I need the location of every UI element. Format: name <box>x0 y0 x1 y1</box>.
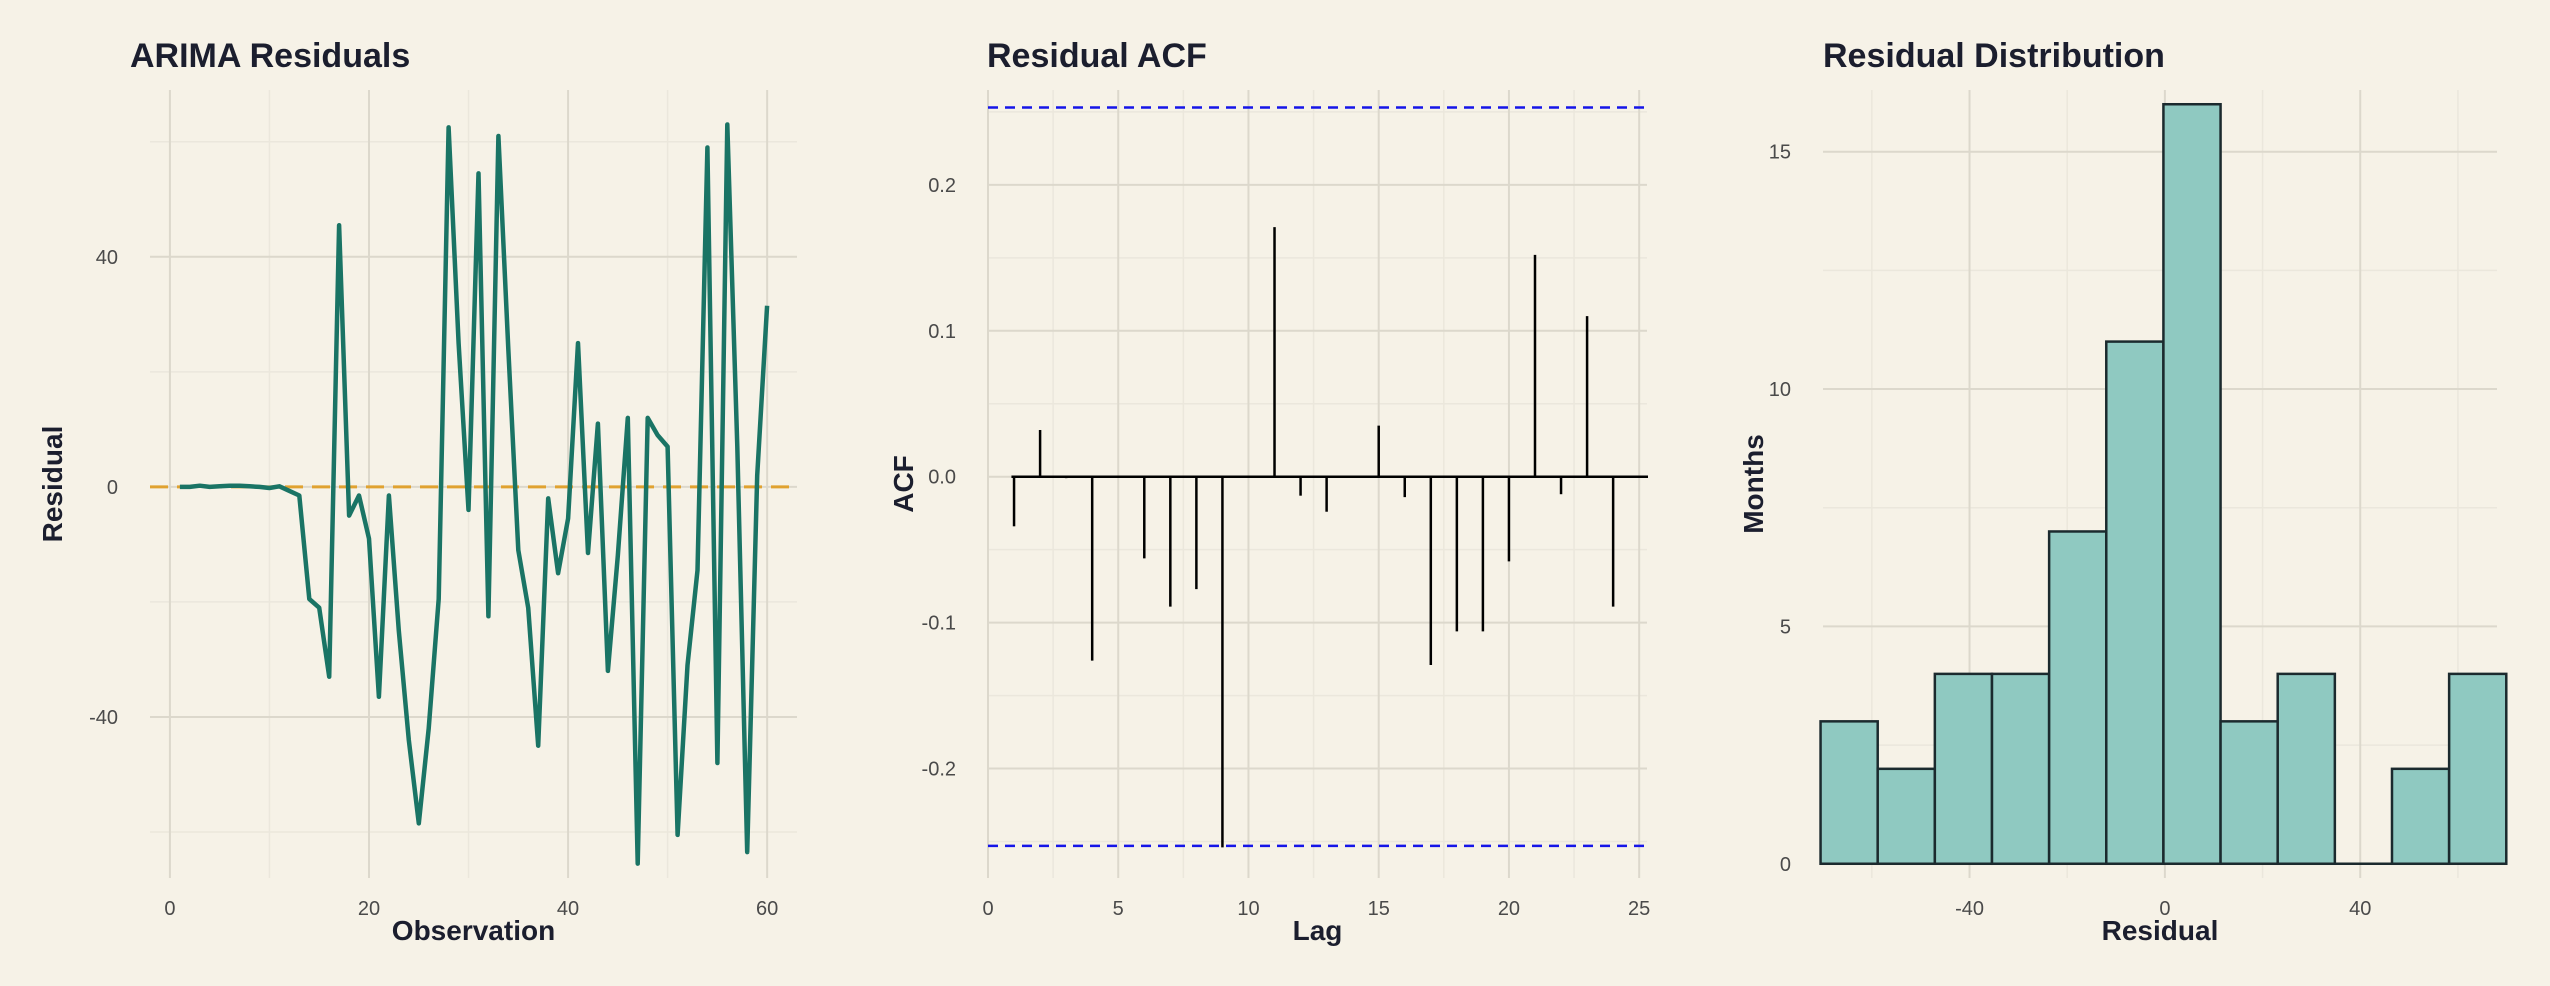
y-tick-label: 0 <box>1780 854 1791 876</box>
histogram-bar <box>2276 672 2337 866</box>
x-tick-label: 60 <box>756 898 778 920</box>
x-axis-label: Residual <box>2102 915 2219 946</box>
x-tick-label: 0 <box>2159 898 2170 920</box>
panel-3: -40 0 40 0 5 10 15 Residual Distribution Residua… <box>1738 37 2508 946</box>
x-tick-label: -40 <box>1955 898 1984 920</box>
x-tick-label: 15 <box>1368 898 1390 920</box>
x-tick-label: 10 <box>1237 898 1259 920</box>
y-tick-label: 40 <box>96 247 118 269</box>
x-tick-label: 25 <box>1628 898 1650 920</box>
y-tick-label: -40 <box>89 707 118 729</box>
histogram-bar <box>1990 672 2051 866</box>
chart-title: Residual Distribution <box>1823 37 2165 75</box>
y-axis-label: ACF <box>888 455 919 513</box>
y-tick-label: -0.1 <box>922 613 956 635</box>
histogram-bar <box>2447 672 2508 866</box>
y-axis-label: Months <box>1738 434 1769 534</box>
y-tick-label: 15 <box>1769 142 1791 164</box>
panel-1: 0 20 40 60 -40 0 40 ARIMA Residuals Observation R… <box>37 37 797 946</box>
x-axis-label: Lag <box>1293 915 1343 946</box>
histogram-bar <box>2390 767 2451 866</box>
histogram-bar <box>2105 340 2165 866</box>
y-axis-label: Residual <box>37 426 68 543</box>
y-tick-label: 0.2 <box>928 175 956 197</box>
chart-title: ARIMA Residuals <box>130 37 410 75</box>
panel-2: 0 5 10 15 20 25 -0.2 -0.1 0.0 0.1 0.2 Residual ACF L… <box>888 37 1650 946</box>
y-tick-label: 0 <box>107 477 118 499</box>
x-tick-label: 5 <box>1113 898 1124 920</box>
x-tick-label: 20 <box>358 898 380 920</box>
x-tick-label: 40 <box>557 898 579 920</box>
series-line-residuals <box>179 122 770 866</box>
x-tick-label: 20 <box>1498 898 1520 920</box>
histogram-bar <box>1933 672 1994 866</box>
histogram-bar <box>2162 102 2222 866</box>
y-tick-label: -0.2 <box>922 759 956 781</box>
chart-title: Residual ACF <box>987 37 1207 75</box>
x-tick-label: 0 <box>982 898 993 920</box>
x-tick-label: 0 <box>164 898 175 920</box>
y-tick-label: 0.0 <box>928 467 956 489</box>
histogram-bar <box>1819 720 1879 866</box>
histogram-bar <box>2047 530 2108 866</box>
x-tick-label: 40 <box>2349 898 2371 920</box>
histogram-bar <box>2219 720 2279 866</box>
y-tick-label: 10 <box>1769 379 1791 401</box>
y-tick-label: 5 <box>1780 616 1791 638</box>
histogram-bar <box>1876 767 1937 866</box>
y-tick-label: 0.1 <box>928 321 956 343</box>
x-axis-label: Observation <box>392 915 555 946</box>
